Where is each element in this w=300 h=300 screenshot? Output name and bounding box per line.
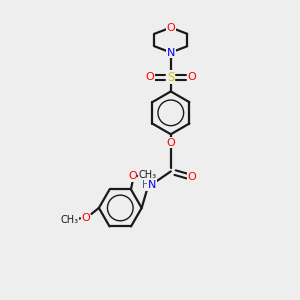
Text: O: O: [167, 138, 175, 148]
Text: O: O: [167, 22, 175, 32]
Text: CH₃: CH₃: [139, 169, 157, 180]
Text: CH₃: CH₃: [60, 215, 78, 225]
Text: N: N: [148, 180, 156, 190]
Text: O: O: [81, 213, 90, 224]
Text: O: O: [187, 172, 196, 182]
Text: S: S: [167, 71, 175, 84]
Text: H: H: [142, 180, 149, 190]
Text: N: N: [167, 47, 175, 58]
Text: O: O: [128, 171, 137, 181]
Text: O: O: [146, 72, 154, 82]
Text: O: O: [187, 72, 196, 82]
